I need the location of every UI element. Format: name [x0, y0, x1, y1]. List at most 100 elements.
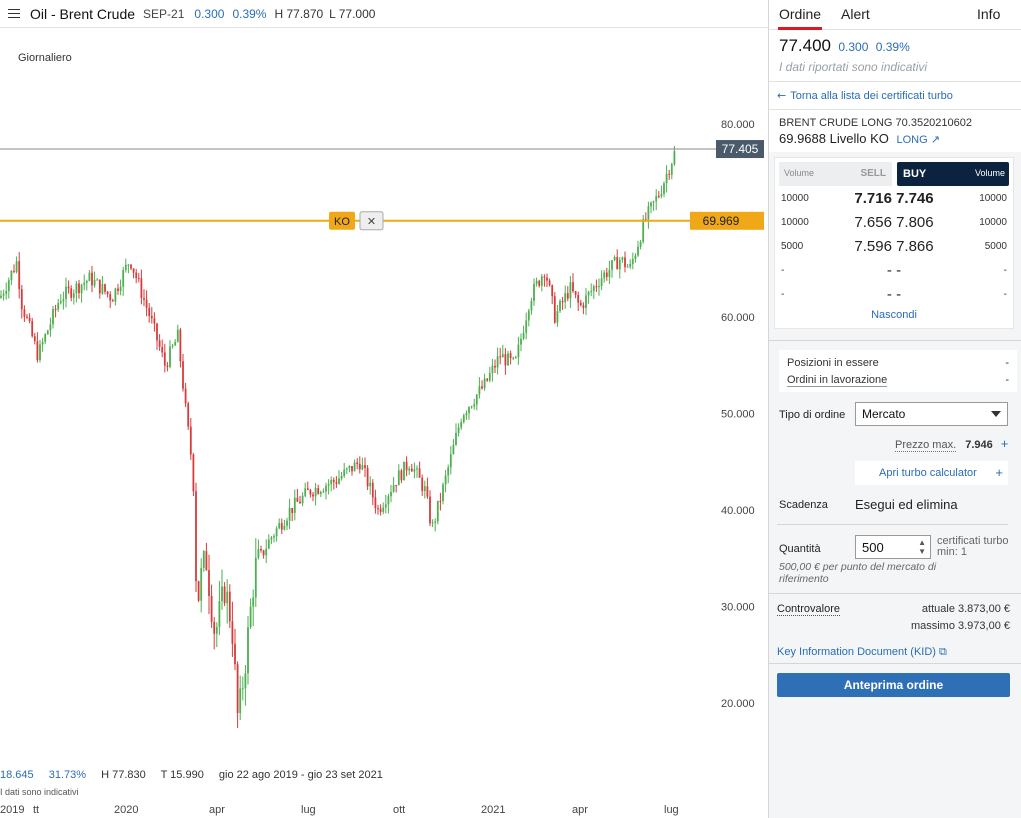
x-tick-label: apr — [209, 804, 225, 816]
candle-body — [239, 688, 242, 713]
candle-body — [351, 465, 353, 472]
candle-body — [325, 485, 327, 492]
sell-header[interactable]: Volume SELL — [779, 162, 892, 186]
candle-body — [551, 285, 554, 297]
candle-body — [150, 315, 153, 319]
candle-body — [148, 307, 151, 316]
candle-body — [26, 316, 28, 318]
order-type-label: Tipo di ordine — [779, 409, 846, 421]
candle-body — [569, 282, 572, 299]
candle-body — [509, 353, 512, 359]
candle-body — [392, 485, 395, 492]
sell-label: SELL — [860, 168, 886, 179]
candle-body — [353, 462, 356, 472]
candle-body — [145, 299, 148, 308]
panel-tabs: Ordine Alert Info — [769, 0, 1021, 30]
back-to-turbo-list-link[interactable]: ← Torna alla lista dei certificati turbo — [769, 82, 1021, 110]
countervalue-label[interactable]: Controvalore — [777, 603, 840, 616]
candle-body — [670, 164, 673, 175]
candle-body — [223, 586, 226, 604]
candle-body — [236, 664, 239, 713]
candle-body — [241, 688, 244, 690]
tab-info[interactable]: Info — [977, 6, 1001, 22]
period-label[interactable]: Giornaliero — [18, 52, 72, 64]
candle-body — [247, 627, 249, 674]
candle-body — [527, 310, 530, 321]
candle-body — [426, 486, 429, 497]
candle-body — [546, 277, 548, 281]
candle-body — [10, 270, 13, 281]
book-row[interactable]: 5000 7.596 7.866 5000 — [775, 235, 1013, 259]
turbo-calculator-button[interactable]: Apri turbo calculator + — [855, 461, 1008, 485]
product-name: BRENT CRUDE LONG 70.3520210602 — [779, 117, 973, 129]
caret-down-icon — [991, 411, 1001, 417]
candle-body — [304, 488, 307, 496]
candle-body — [452, 444, 455, 455]
candle-body — [371, 482, 374, 498]
book-row[interactable]: 10000 7.656 7.806 10000 — [775, 211, 1013, 235]
candle-body — [228, 591, 231, 622]
sell-volume: 10000 — [781, 193, 809, 204]
candle-body — [403, 461, 405, 481]
order-type-select[interactable]: Mercato — [855, 402, 1008, 426]
candle-body — [215, 627, 218, 634]
candle-body — [96, 279, 99, 281]
spinner-arrows-icon[interactable]: ▲ ▼ — [918, 538, 926, 556]
candle-body — [642, 219, 645, 242]
candle-body — [611, 260, 613, 270]
preview-order-button[interactable]: Anteprima ordine — [777, 673, 1010, 697]
tab-alert[interactable]: Alert — [841, 6, 870, 22]
candle-body — [260, 548, 262, 551]
y-tick-label: 60.000 — [721, 312, 755, 324]
candle-body — [637, 246, 639, 256]
ko-remove-button[interactable] — [359, 211, 384, 231]
plus-icon[interactable]: + — [1000, 436, 1009, 451]
range-low: T 15.990 — [160, 769, 204, 781]
candle-body — [652, 201, 655, 203]
candle-body — [5, 290, 8, 294]
quantity-stepper[interactable]: 500 ▲ ▼ — [855, 535, 931, 559]
candle-body — [377, 508, 379, 510]
expiry-value[interactable]: Esegui ed elimina — [855, 497, 958, 512]
candle-body — [413, 469, 416, 472]
candle-body — [673, 150, 676, 165]
candle-body — [553, 296, 556, 323]
candle-body — [564, 293, 567, 303]
working-orders-link[interactable]: Ordini in lavorazione — [787, 374, 888, 387]
candle-body — [28, 317, 31, 322]
candle-body — [390, 491, 392, 497]
candle-body — [395, 485, 398, 487]
y-tick-label: 20.000 — [721, 698, 755, 710]
book-row[interactable]: 10000 7.716 7.746 10000 — [775, 187, 1013, 211]
max-price-label: Prezzo max. — [895, 439, 957, 452]
hamburger-menu-icon[interactable] — [8, 8, 20, 19]
candle-body — [57, 303, 60, 310]
candle-body — [478, 386, 481, 395]
candle-body — [221, 586, 223, 602]
candle-body — [379, 508, 382, 512]
tab-ordine[interactable]: Ordine — [777, 6, 823, 30]
candle-body — [161, 347, 164, 353]
candle-body — [213, 621, 216, 634]
candle-body — [535, 280, 538, 284]
candle-body — [70, 288, 73, 298]
direction-link[interactable]: LONG ↗ — [896, 133, 939, 146]
candle-body — [410, 468, 413, 472]
change-percent: 0.39% — [232, 6, 267, 21]
candle-body — [291, 507, 294, 514]
x-axis: 2019 tt 2020 apr lug ott 2021 apr lug — [0, 804, 679, 816]
kid-link[interactable]: Key Information Document (KID) ⧉ — [777, 645, 947, 659]
buy-header[interactable]: BUY Volume — [897, 162, 1009, 186]
candle-body — [499, 356, 502, 358]
candle-body — [278, 523, 281, 529]
candle-body — [174, 342, 177, 346]
plus-icon: + — [995, 465, 1003, 480]
candle-body — [312, 494, 314, 497]
candle-body — [507, 353, 509, 366]
hide-book-button[interactable]: Nascondi — [871, 309, 917, 321]
candle-body — [176, 329, 179, 343]
price-chart[interactable]: 20.000 30.000 40.000 50.000 60.000 80.000 201… — [0, 28, 768, 818]
candle-body — [657, 196, 660, 198]
bid-ask-prices: - - — [886, 262, 902, 279]
sell-volume: - — [781, 289, 785, 300]
